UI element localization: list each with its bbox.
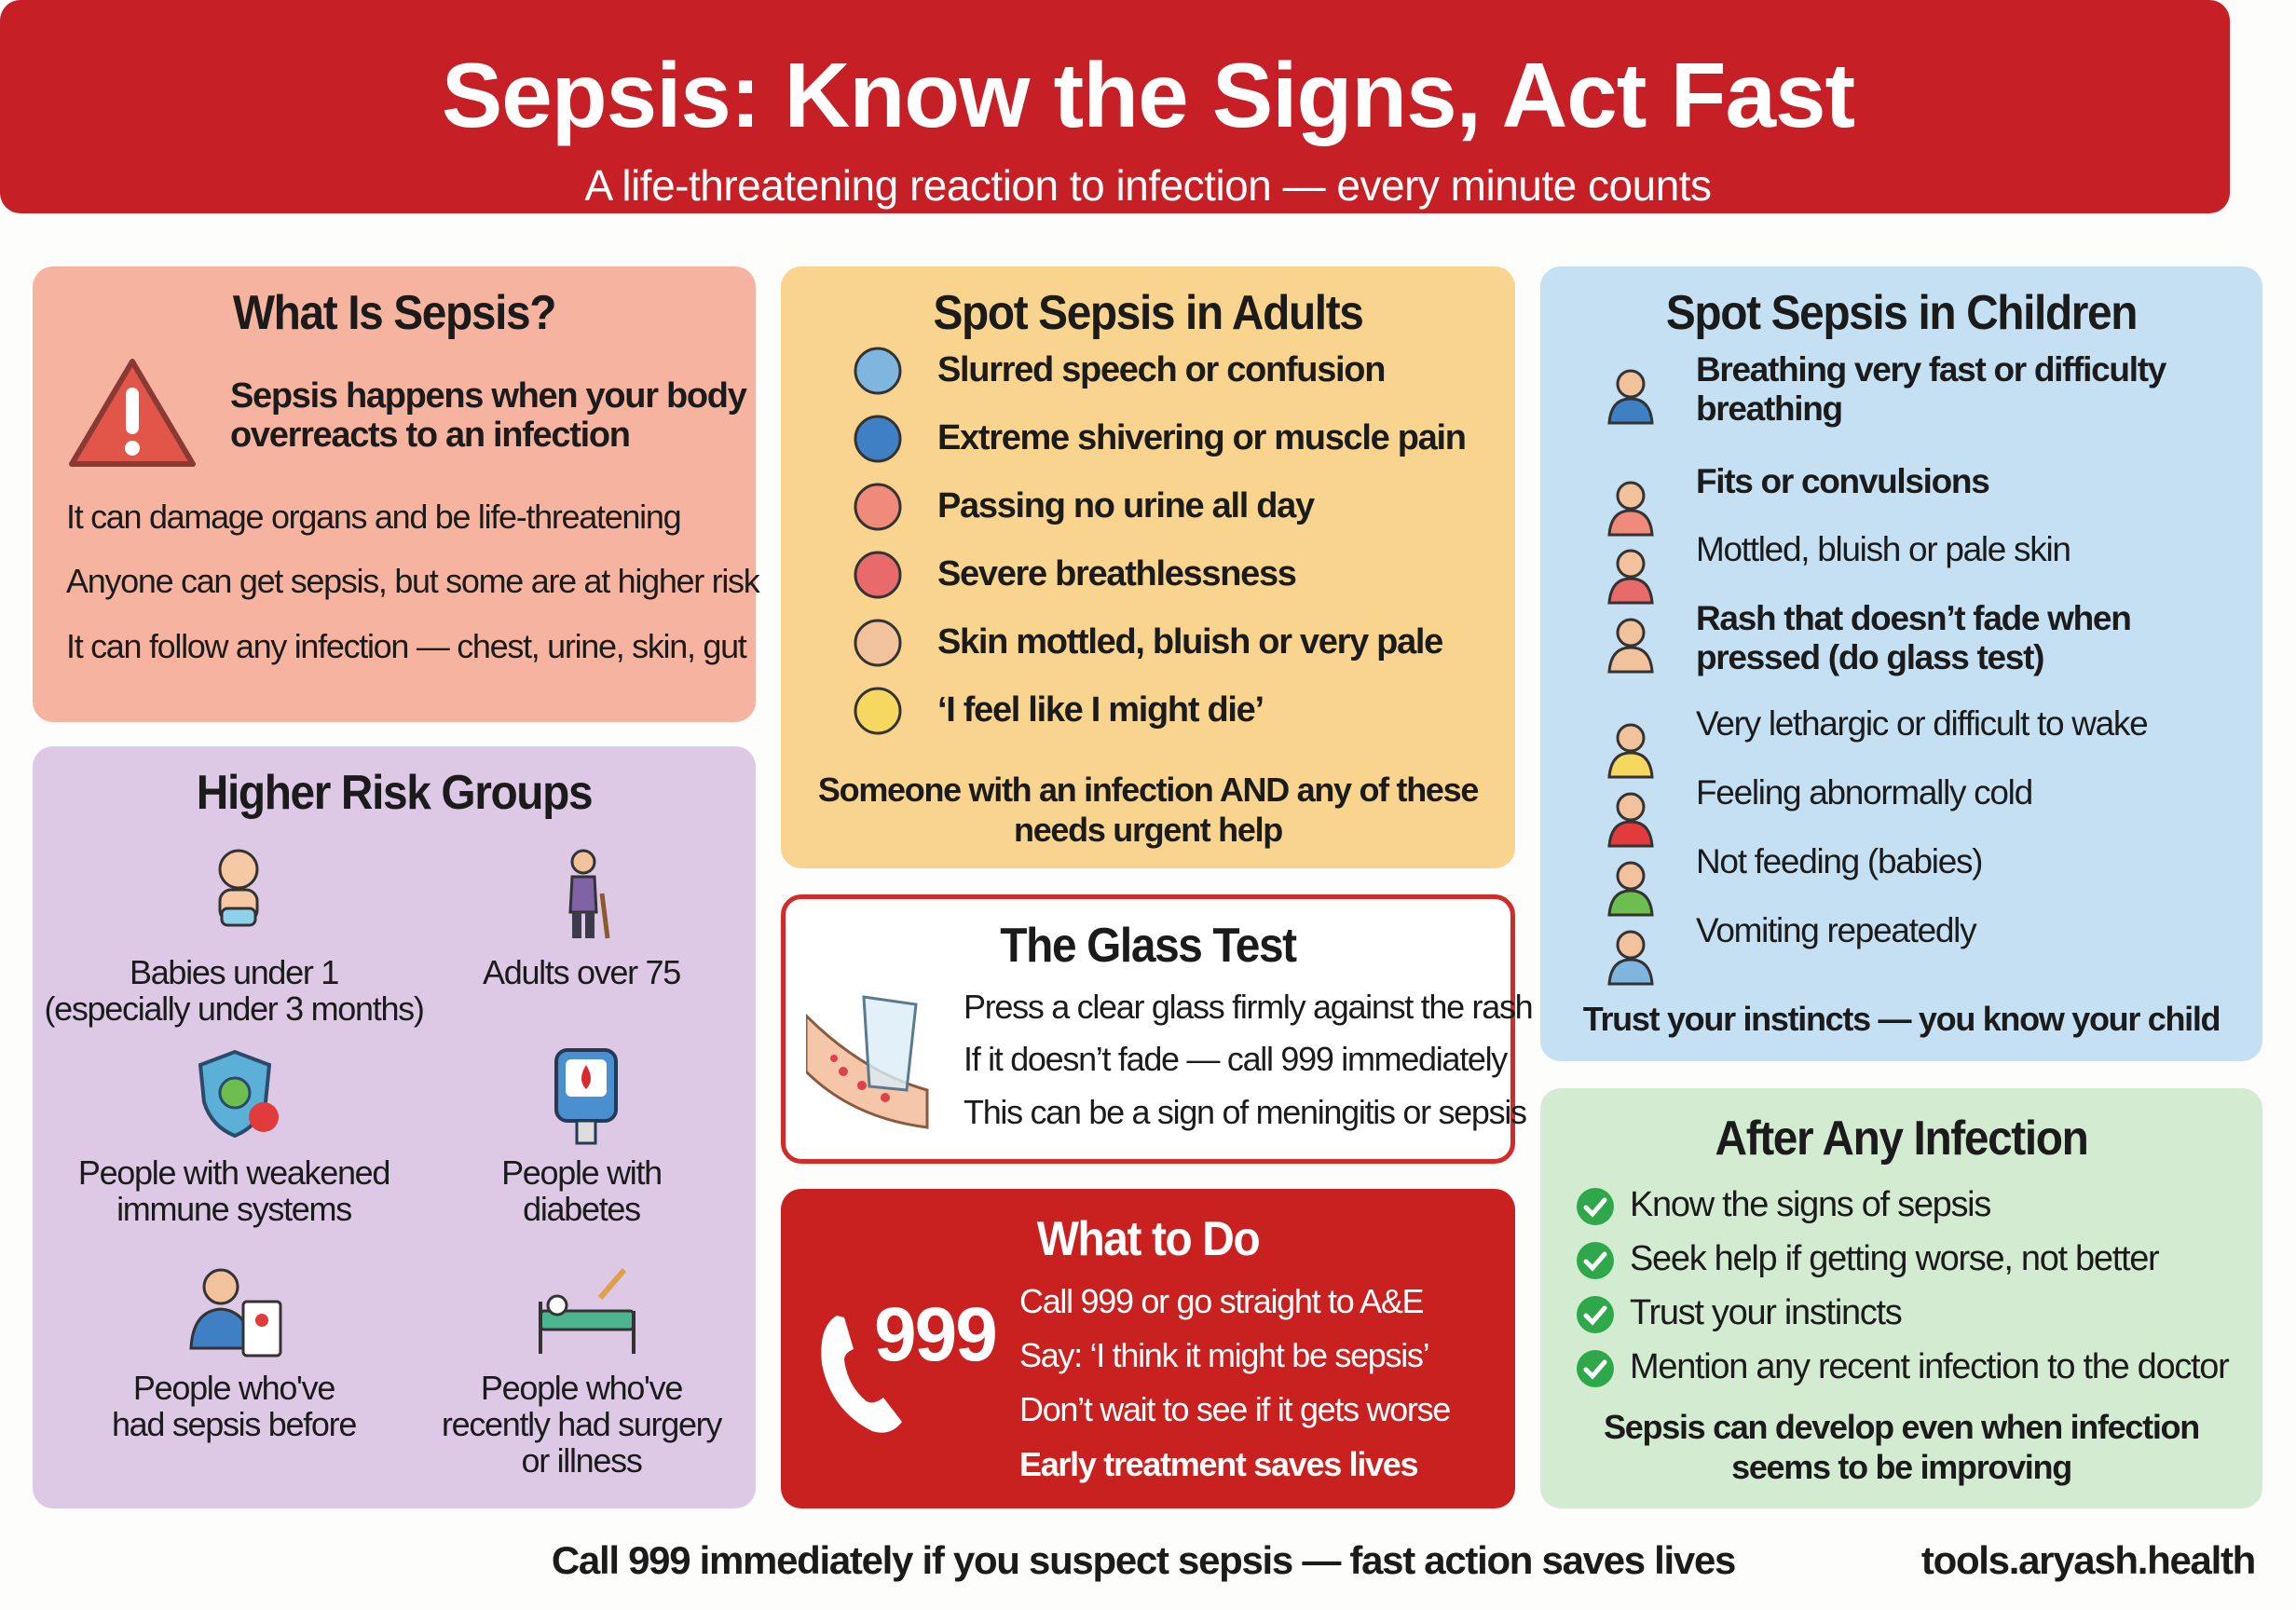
what-to-do-title: What to Do: [1036, 1212, 1261, 1266]
header-banner: Sepsis: Know the Signs, Act Fast A life-…: [0, 0, 2230, 213]
risk-group-label: diabetes: [523, 1190, 641, 1228]
child-sign-item: Very lethargic or difficult to wake: [1696, 704, 2149, 743]
vomiting-child-icon: [1607, 930, 1654, 986]
what-is-lead-2: overreacts to an infection: [230, 416, 631, 455]
page-subtitle: A life-threatening reaction to infection…: [584, 161, 1712, 210]
glass-rash-icon: [1607, 618, 1654, 674]
child-sign-item: Vomiting repeatedly: [1696, 911, 1977, 949]
child-sign-item: pressed (do glass test): [1696, 638, 2044, 676]
check-circle-icon: [1577, 1242, 1614, 1279]
warning-triangle-icon: [69, 359, 196, 467]
after-item: Know the signs of sepsis: [1630, 1185, 1991, 1224]
what-to-do-emphasis: Early treatment saves lives: [1019, 1445, 1418, 1483]
patient-record-icon: [189, 1268, 282, 1358]
adult-sign-item: ‘I feel like I might die’: [937, 690, 1264, 730]
child-sign-item: Feeling abnormally cold: [1696, 773, 2033, 812]
after-item: Mention any recent infection to the doct…: [1630, 1347, 2230, 1386]
page-title: Sepsis: Know the Signs, Act Fast: [441, 44, 1855, 146]
adult-sign-item: Skin mottled, bluish or very pale: [937, 622, 1443, 662]
after-note: seems to be improving: [1731, 1448, 2072, 1486]
risk-group-label: had sepsis before: [111, 1405, 357, 1443]
mottled-hand-icon: [854, 619, 902, 667]
what-is-point: It can follow any infection — chest, uri…: [66, 627, 747, 665]
shivering-person-icon: [854, 415, 902, 463]
adults-title: Spot Sepsis in Adults: [933, 286, 1363, 340]
child-lungs-icon: [1607, 369, 1654, 425]
children-title: Spot Sepsis in Children: [1665, 286, 2139, 340]
adults-note: needs urgent help: [1014, 811, 1283, 849]
check-circle-icon: [1577, 1188, 1614, 1225]
children-note: Trust your instincts — you know your chi…: [1582, 1000, 2221, 1038]
adult-sign-item: Severe breathlessness: [937, 554, 1297, 594]
adults-signs-panel: Spot Sepsis in Adults Slurred speech or …: [781, 266, 1515, 868]
after-title: After Any Infection: [1715, 1112, 2089, 1166]
risk-group-label: recently had surgery: [441, 1405, 722, 1443]
baby-icon: [218, 849, 259, 927]
adult-sign-item: Slurred speech or confusion: [937, 350, 1386, 389]
glass-title: The Glass Test: [1000, 919, 1297, 973]
risk-title: Higher Risk Groups: [196, 766, 594, 820]
footer-message: Call 999 immediately if you suspect seps…: [551, 1538, 1737, 1582]
emergency-number: 999: [874, 1292, 998, 1377]
glass-line: If it doesn’t fade — call 999 immediatel…: [964, 1040, 1508, 1078]
after-infection-panel: After Any Infection Know the signs of se…: [1540, 1088, 2262, 1508]
glass-on-rash-icon: [806, 995, 929, 1129]
baby-bottle-cross-icon: [1607, 861, 1654, 917]
what-to-do-line: Say: ‘I think it might be sepsis’: [1019, 1336, 1430, 1374]
glucose-meter-icon: [554, 1048, 618, 1145]
check-circle-icon: [1577, 1350, 1614, 1387]
what-to-do-line: Call 999 or go straight to A&E: [1019, 1282, 1425, 1320]
mottled-leg-icon: [1607, 549, 1654, 605]
child-sign-item: Fits or convulsions: [1696, 462, 1990, 500]
what-is-point: Anyone can get sepsis, but some are at h…: [66, 562, 760, 600]
phone-icon: [821, 1316, 902, 1433]
after-note: Sepsis can develop even when infection: [1604, 1408, 2200, 1446]
cold-child-icon: [1607, 792, 1654, 848]
child-sign-item: Not feeding (babies): [1696, 842, 1984, 880]
distressed-face-icon: [854, 687, 902, 735]
elderly-person-icon: [568, 849, 610, 939]
child-sign-item: Rash that doesn’t fade when: [1696, 599, 2132, 637]
lungs-icon: [854, 551, 902, 599]
after-item: Seek help if getting worse, not better: [1630, 1239, 2160, 1278]
what-is-sepsis-panel: What Is Sepsis? Sepsis happens when your…: [33, 266, 760, 722]
after-item: Trust your instincts: [1630, 1293, 1903, 1332]
risk-group-label: Adults over 75: [483, 953, 681, 991]
higher-risk-panel: Higher Risk Groups Babies under 1 (espec…: [33, 746, 756, 1508]
convulsing-child-icon: [1607, 481, 1654, 537]
shield-virus-icon: [198, 1049, 279, 1139]
risk-group-label: People who've: [480, 1369, 683, 1407]
risk-group-label: People who've: [132, 1369, 335, 1407]
glass-line: Press a clear glass firmly against the r…: [964, 988, 1534, 1026]
footer-site-link[interactable]: tools.aryash.health: [1920, 1538, 2256, 1582]
hospital-bed-icon: [539, 1268, 636, 1354]
adult-sign-item: Extreme shivering or muscle pain: [937, 418, 1467, 457]
risk-group-label: (especially under 3 months): [44, 989, 424, 1028]
adult-sign-item: Passing no urine all day: [937, 486, 1315, 525]
adults-note: Someone with an infection AND any of the…: [817, 771, 1479, 809]
glass-line: This can be a sign of meningitis or seps…: [964, 1093, 1527, 1131]
child-sign-item: Mottled, bluish or pale skin: [1696, 530, 2071, 568]
speech-bubble-icon: [854, 347, 902, 395]
bladder-icon: [854, 483, 902, 531]
sleepy-child-icon: [1607, 723, 1654, 779]
risk-group-label: People with: [501, 1153, 663, 1192]
check-circle-icon: [1577, 1296, 1614, 1333]
what-is-lead-1: Sepsis happens when your body: [230, 376, 747, 416]
risk-group-label: People with weakened: [77, 1153, 391, 1192]
risk-group-label: Babies under 1: [130, 953, 339, 991]
child-sign-item: Breathing very fast or difficulty: [1696, 350, 2166, 389]
what-is-title: What Is Sepsis?: [232, 286, 557, 340]
what-to-do-line: Don’t wait to see if it gets worse: [1019, 1390, 1451, 1428]
risk-group-label: immune systems: [116, 1190, 352, 1228]
what-is-point: It can damage organs and be life-threate…: [66, 498, 682, 536]
glass-test-panel: The Glass Test Press a clear glass firml…: [781, 894, 1534, 1164]
children-signs-panel: Spot Sepsis in Children Breathing very f…: [1540, 266, 2262, 1061]
child-sign-item: breathing: [1696, 389, 1843, 428]
risk-group-label: or illness: [521, 1441, 642, 1480]
what-to-do-panel: What to Do 999 Call 999 or go straight t…: [781, 1189, 1515, 1508]
